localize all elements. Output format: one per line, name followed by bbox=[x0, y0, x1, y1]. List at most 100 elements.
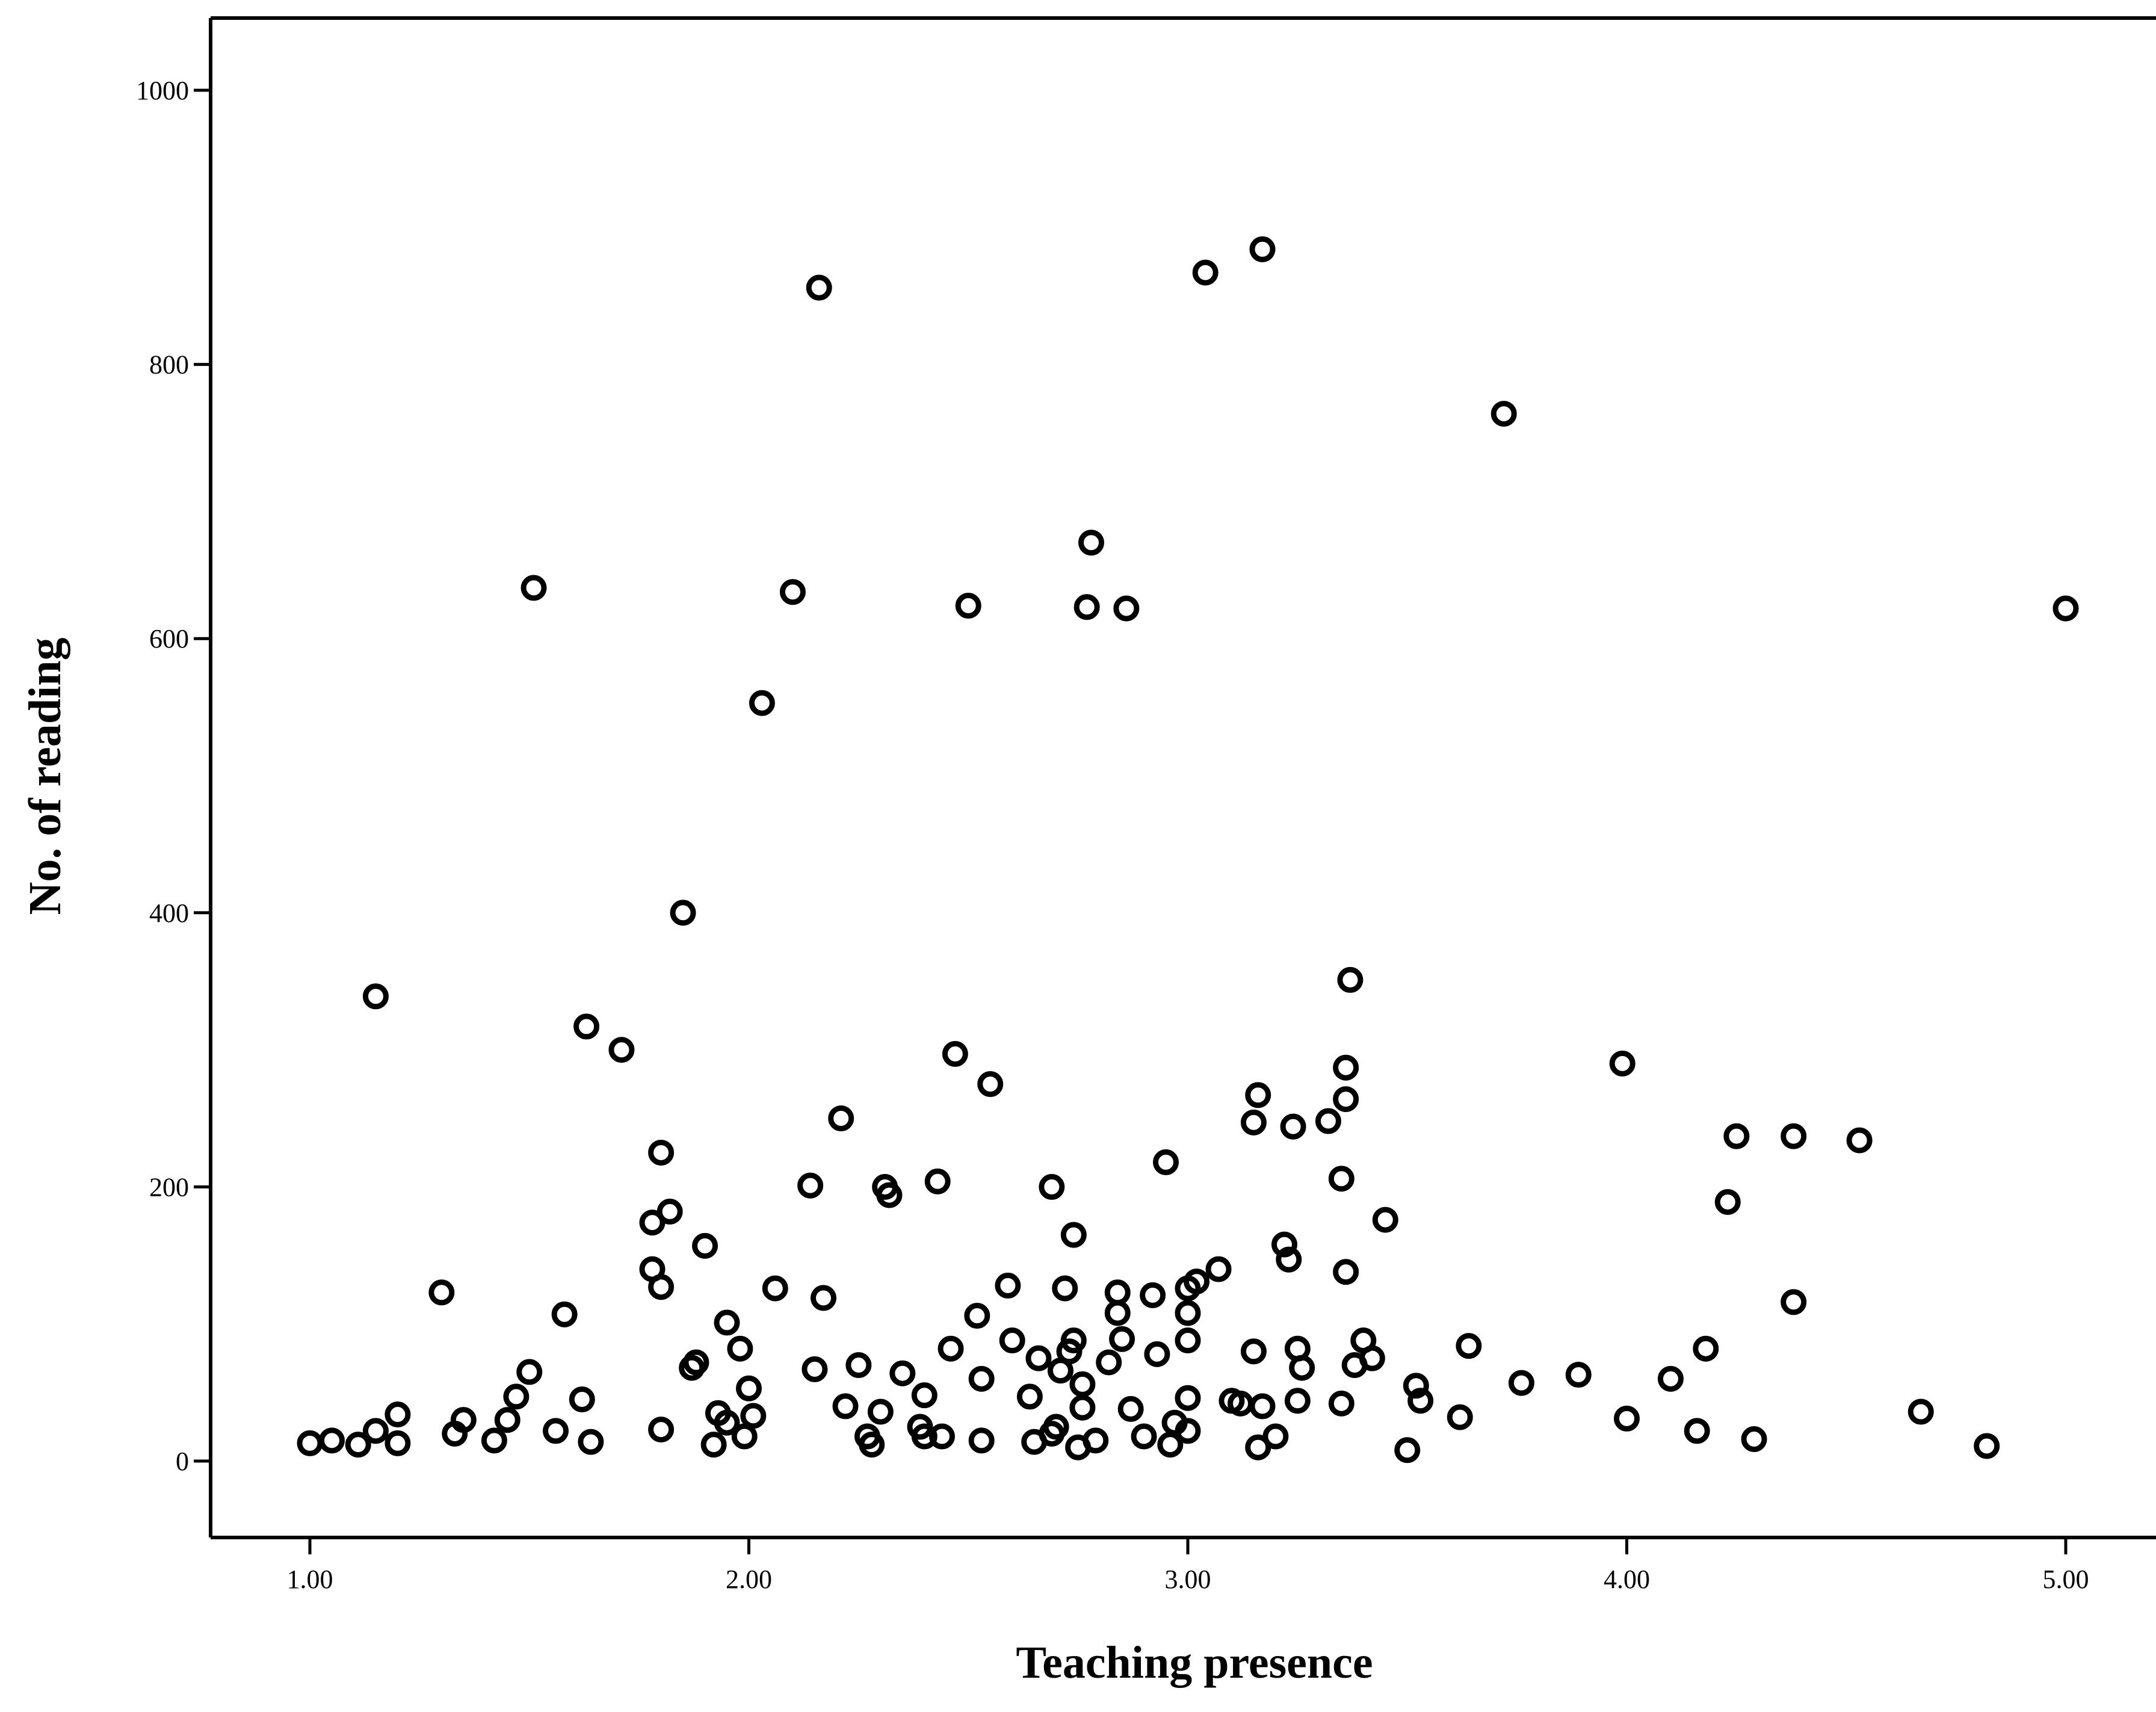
data-point bbox=[867, 1398, 894, 1425]
data-point bbox=[385, 1430, 411, 1456]
data-point bbox=[1113, 595, 1140, 622]
y-tick-label: 400 bbox=[149, 898, 189, 928]
x-axis: 1.00 2.00 3.00 4.00 5.00 bbox=[287, 1537, 2089, 1594]
data-point bbox=[832, 1393, 859, 1420]
data-point bbox=[578, 1429, 604, 1455]
data-point bbox=[450, 1407, 477, 1433]
data-point bbox=[1781, 1123, 1807, 1149]
data-point bbox=[1337, 966, 1364, 993]
y-tick-label: 600 bbox=[149, 624, 189, 654]
data-point bbox=[1175, 1385, 1201, 1411]
data-point bbox=[955, 593, 981, 619]
data-point bbox=[1060, 1327, 1087, 1354]
y-axis: 0 200 400 600 800 1000 bbox=[136, 76, 211, 1476]
data-point bbox=[1328, 1390, 1354, 1417]
data-point bbox=[1083, 1427, 1109, 1454]
data-point bbox=[1025, 1345, 1052, 1371]
plot-frame bbox=[209, 16, 2156, 1539]
data-point bbox=[942, 1040, 968, 1067]
data-point bbox=[740, 1403, 767, 1429]
data-point bbox=[1714, 1188, 1741, 1215]
data-point bbox=[779, 579, 806, 605]
y-tick-label: 1000 bbox=[136, 76, 189, 105]
data-point bbox=[1117, 1395, 1144, 1422]
data-point bbox=[494, 1407, 520, 1433]
data-point bbox=[1153, 1149, 1179, 1175]
data-point bbox=[714, 1309, 740, 1336]
x-tick-label: 2.00 bbox=[726, 1565, 772, 1594]
data-point bbox=[1508, 1370, 1534, 1396]
data-point bbox=[1249, 236, 1276, 262]
data-point bbox=[1723, 1123, 1750, 1149]
data-point bbox=[1490, 401, 1517, 427]
y-axis-title: No. of reading bbox=[20, 638, 70, 915]
data-point bbox=[1276, 1246, 1302, 1273]
data-point bbox=[828, 1105, 854, 1131]
data-point bbox=[924, 1168, 951, 1194]
data-point bbox=[1781, 1289, 1807, 1315]
data-point bbox=[1407, 1388, 1434, 1414]
data-point bbox=[428, 1279, 455, 1306]
data-point bbox=[911, 1423, 937, 1450]
data-point bbox=[876, 1182, 903, 1208]
data-point bbox=[911, 1382, 937, 1409]
data-point bbox=[1078, 530, 1105, 556]
data-point bbox=[648, 1417, 675, 1443]
data-point bbox=[345, 1432, 371, 1458]
data-point bbox=[1741, 1426, 1767, 1453]
data-point bbox=[968, 1365, 995, 1392]
data-point bbox=[1240, 1109, 1267, 1136]
data-point bbox=[977, 1071, 1004, 1098]
data-point bbox=[802, 1356, 828, 1382]
data-point bbox=[1016, 1383, 1043, 1410]
data-point bbox=[1175, 1327, 1201, 1354]
data-point bbox=[1359, 1345, 1385, 1371]
data-point bbox=[648, 1274, 675, 1300]
data-point bbox=[859, 1432, 885, 1458]
data-point bbox=[1184, 1269, 1210, 1295]
data-point bbox=[520, 575, 547, 601]
data-point bbox=[845, 1352, 872, 1379]
data-point bbox=[937, 1335, 964, 1362]
data-point bbox=[608, 1037, 635, 1063]
data-point bbox=[928, 1423, 955, 1450]
data-point bbox=[1684, 1418, 1710, 1444]
data-point bbox=[700, 1432, 727, 1458]
data-point bbox=[736, 1375, 762, 1401]
data-point bbox=[543, 1418, 569, 1444]
data-point bbox=[1657, 1365, 1684, 1392]
data-point bbox=[1846, 1127, 1873, 1154]
data-point bbox=[1284, 1388, 1311, 1414]
data-point bbox=[1974, 1433, 2000, 1459]
data-point bbox=[806, 274, 832, 301]
data-point bbox=[1043, 1414, 1069, 1440]
data-point bbox=[731, 1423, 758, 1450]
data-point bbox=[1907, 1398, 1934, 1425]
data-point bbox=[1039, 1173, 1065, 1200]
data-point bbox=[1104, 1300, 1131, 1326]
data-point bbox=[1249, 1393, 1276, 1420]
data-point bbox=[516, 1359, 543, 1385]
data-point bbox=[1060, 1222, 1087, 1248]
y-tick-label: 200 bbox=[149, 1172, 189, 1202]
data-point bbox=[1245, 1082, 1271, 1108]
data-point bbox=[656, 1198, 683, 1225]
data-point bbox=[1175, 1418, 1201, 1444]
data-point bbox=[1609, 1050, 1636, 1077]
data-point bbox=[889, 1360, 916, 1386]
data-point bbox=[1333, 1054, 1359, 1081]
data-point bbox=[648, 1139, 675, 1166]
data-point bbox=[1069, 1394, 1096, 1421]
data-point bbox=[385, 1401, 411, 1428]
data-point bbox=[811, 1285, 837, 1311]
y-tick-label: 800 bbox=[149, 350, 189, 380]
data-point bbox=[2053, 595, 2079, 622]
data-point bbox=[1289, 1355, 1315, 1381]
data-point bbox=[670, 900, 696, 926]
data-point bbox=[573, 1013, 600, 1040]
data-point bbox=[1333, 1259, 1359, 1285]
data-point bbox=[692, 1232, 718, 1259]
data-point bbox=[639, 1210, 666, 1236]
